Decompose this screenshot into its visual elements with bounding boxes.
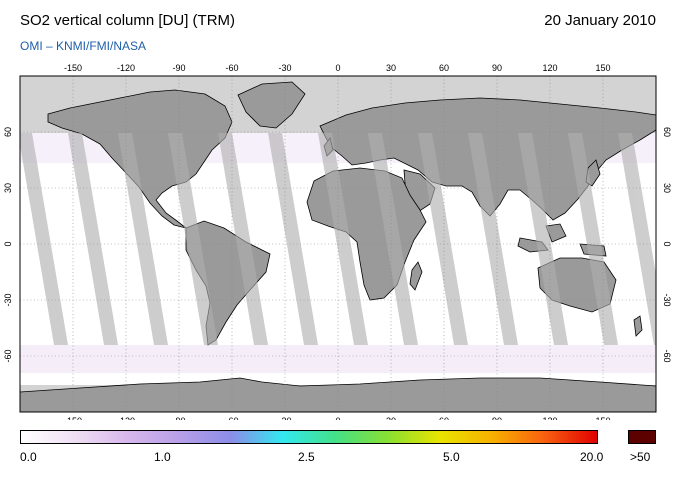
lon-ticks-top: -150 -120 -90 -60 -30 0 30 60 90 120 150 xyxy=(64,63,611,73)
lat-tick-label: 0 xyxy=(3,241,13,246)
lon-tick-label: 150 xyxy=(595,416,610,420)
overflow-color-box xyxy=(628,430,656,444)
lon-ticks-bottom: -150 -120 -90 -60 -30 0 30 60 90 120 150 xyxy=(64,416,611,420)
lon-tick-label: 120 xyxy=(542,63,557,73)
lon-tick-label: -120 xyxy=(117,416,135,420)
legend-label: 2.5 xyxy=(298,450,315,464)
lat-tick-label: -60 xyxy=(662,349,672,362)
map-date: 20 January 2010 xyxy=(544,12,656,29)
lat-tick-label: -60 xyxy=(3,349,13,362)
lon-tick-label: -30 xyxy=(278,416,291,420)
map-title: SO2 vertical column [DU] (TRM) xyxy=(20,12,236,29)
orbit-gaps xyxy=(20,133,656,345)
lon-tick-label: 0 xyxy=(335,416,340,420)
lon-tick-label: 60 xyxy=(439,416,449,420)
map-frame xyxy=(19,75,657,413)
lon-tick-label: 150 xyxy=(595,63,610,73)
lat-tick-label: 0 xyxy=(662,241,672,246)
lat-tick-label: 30 xyxy=(662,183,672,193)
lon-tick-label: 120 xyxy=(542,416,557,420)
lat-tick-label: 30 xyxy=(3,183,13,193)
lon-tick-label: -30 xyxy=(278,63,291,73)
color-scale-bar xyxy=(20,430,598,444)
lon-tick-label: -90 xyxy=(172,63,185,73)
lon-tick-label: -90 xyxy=(172,416,185,420)
lat-ticks-left: 60 30 0 -30 -60 xyxy=(3,127,13,363)
legend-label-min: 0.0 xyxy=(20,450,37,464)
lon-tick-label: -120 xyxy=(117,63,135,73)
lat-tick-label: -30 xyxy=(3,293,13,306)
lon-tick-label: 30 xyxy=(386,63,396,73)
world-map: -150 -120 -90 -60 -30 0 30 60 90 120 150… xyxy=(3,63,672,420)
lon-tick-label: 0 xyxy=(335,63,340,73)
legend-label-overflow: >50 xyxy=(630,450,651,464)
lat-ticks-right: 60 30 0 -30 -60 xyxy=(662,127,672,363)
legend-label: 1.0 xyxy=(154,450,171,464)
lat-tick-label: 60 xyxy=(662,127,672,137)
lon-tick-label: -150 xyxy=(64,63,82,73)
lon-tick-label: -150 xyxy=(64,416,82,420)
lat-tick-label: -30 xyxy=(662,293,672,306)
lon-tick-label: -60 xyxy=(225,416,238,420)
lon-tick-label: 90 xyxy=(492,416,502,420)
legend-label: 20.0 xyxy=(580,450,604,464)
graticule xyxy=(20,76,656,412)
lon-tick-label: 90 xyxy=(492,63,502,73)
lon-tick-label: 60 xyxy=(439,63,449,73)
legend-label: 5.0 xyxy=(443,450,460,464)
lat-tick-label: 60 xyxy=(3,127,13,137)
data-credit: OMI – KNMI/FMI/NASA xyxy=(20,39,147,53)
lon-tick-label: -60 xyxy=(225,63,238,73)
lon-tick-label: 30 xyxy=(386,416,396,420)
